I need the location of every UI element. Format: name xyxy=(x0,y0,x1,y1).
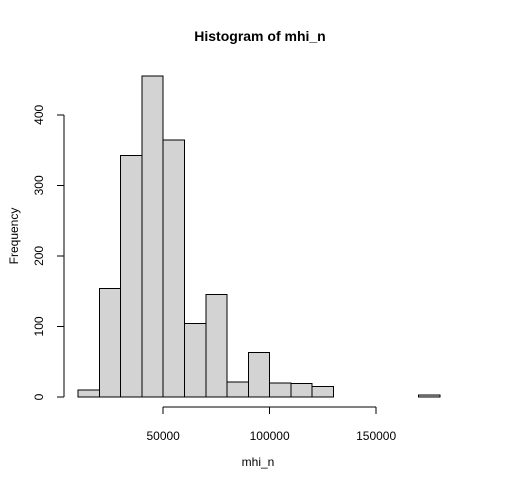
x-axis-label: mhi_n xyxy=(242,455,275,469)
y-tick-label: 0 xyxy=(32,393,46,400)
histogram-bar xyxy=(227,382,248,397)
y-tick-label: 300 xyxy=(32,175,46,195)
histogram-bar xyxy=(270,383,291,397)
y-tick-label: 400 xyxy=(32,104,46,124)
y-tick-label: 100 xyxy=(32,316,46,336)
y-tick-label: 200 xyxy=(32,246,46,266)
histogram-bars xyxy=(78,76,440,397)
histogram-bar xyxy=(184,324,205,397)
histogram-bar xyxy=(312,386,333,397)
x-axis: 50000 100000 150000 xyxy=(146,407,396,443)
histogram-bar xyxy=(163,140,184,397)
histogram-bar xyxy=(121,156,142,397)
x-tick-label: 150000 xyxy=(356,429,396,443)
histogram-bar xyxy=(99,288,120,397)
histogram-bar xyxy=(142,76,163,397)
chart-title: Histogram of mhi_n xyxy=(194,28,325,44)
histogram-bar xyxy=(291,384,312,397)
x-tick-label: 50000 xyxy=(146,429,180,443)
y-axis: 0 100 200 300 400 xyxy=(32,104,64,400)
histogram-bar xyxy=(419,395,440,397)
y-axis-label: Frequency xyxy=(7,208,21,265)
histogram-bar xyxy=(78,390,99,397)
histogram-bar xyxy=(248,353,269,397)
histogram-bar xyxy=(206,295,227,397)
x-tick-label: 100000 xyxy=(250,429,290,443)
